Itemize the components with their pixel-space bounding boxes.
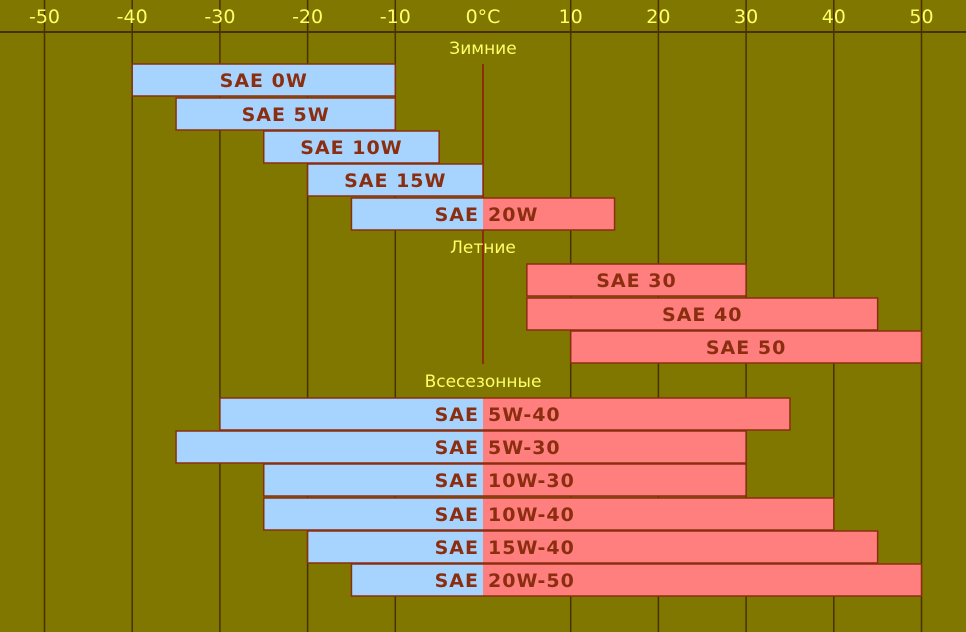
bar-cold-segment bbox=[263, 131, 440, 163]
x-tick-label: -20 bbox=[292, 6, 323, 28]
bar bbox=[350, 197, 616, 231]
bar-warm-segment bbox=[483, 398, 790, 430]
bar-border bbox=[350, 197, 616, 231]
bar-border bbox=[131, 63, 397, 97]
bar-label-prefix: SAE bbox=[435, 537, 479, 559]
bar bbox=[306, 163, 484, 197]
x-axis-ticks: -50 -40 -30 -20 -10 0°C 10 20 30 40 50 bbox=[29, 6, 934, 28]
bar-border bbox=[350, 563, 923, 597]
bar bbox=[526, 297, 879, 331]
bar bbox=[263, 130, 440, 164]
bar-warm-segment bbox=[526, 298, 878, 330]
bar-label-suffix: 5W-40 bbox=[488, 404, 561, 426]
bar-label-prefix: SAE bbox=[435, 404, 479, 426]
bar-label: SAE 0W bbox=[220, 70, 308, 92]
x-tick-label: 20 bbox=[646, 6, 670, 28]
group-heading: Зимние bbox=[449, 39, 516, 59]
bar-labels: Зимние SAE 0W SAE 5W SAE 10W SAE 15W SAE 20W Ле… bbox=[220, 39, 786, 592]
bar-label: SAE 15W bbox=[344, 170, 446, 192]
x-tick-label: 10 bbox=[559, 6, 583, 28]
bar bbox=[131, 63, 397, 97]
bar-cold-segment bbox=[307, 164, 483, 196]
x-tick-label: 40 bbox=[822, 6, 846, 28]
bar-border bbox=[569, 330, 923, 364]
bar-border bbox=[306, 163, 484, 197]
bar-cold-segment bbox=[307, 531, 483, 563]
bar bbox=[263, 463, 747, 497]
bar-border bbox=[306, 530, 879, 564]
bar-warm-segment bbox=[526, 264, 747, 296]
bar-cold-segment bbox=[351, 198, 483, 230]
bar bbox=[219, 397, 791, 431]
x-tick-label: 0°C bbox=[466, 6, 501, 28]
bar-cold-segment bbox=[351, 564, 483, 596]
bar-warm-segment bbox=[483, 498, 834, 530]
bar-label-suffix: 5W-30 bbox=[488, 437, 561, 459]
bar-cold-segment bbox=[132, 64, 396, 96]
bar-label-suffix: 20W bbox=[488, 204, 538, 226]
bar-warm-segment bbox=[483, 464, 747, 496]
x-tick-label: -40 bbox=[117, 6, 148, 28]
bar-label-prefix: SAE bbox=[435, 437, 479, 459]
bar-warm-segment bbox=[483, 431, 747, 463]
bar bbox=[526, 263, 747, 297]
bar-warm-segment bbox=[483, 531, 878, 563]
bar-label-suffix: 15W-40 bbox=[488, 537, 575, 559]
bars bbox=[131, 63, 923, 597]
bar-label: SAE 30 bbox=[596, 270, 676, 292]
x-tick-label: -50 bbox=[29, 6, 60, 28]
bar-border bbox=[263, 130, 440, 164]
bar-label-suffix: 10W-40 bbox=[488, 504, 575, 526]
bar-label: SAE 10W bbox=[300, 137, 402, 159]
bar-label-prefix: SAE bbox=[435, 204, 479, 226]
bar-label: SAE 5W bbox=[242, 104, 330, 126]
bar-cold-segment bbox=[263, 498, 483, 530]
bar-cold-segment bbox=[176, 431, 484, 463]
bar-cold-segment bbox=[219, 398, 483, 430]
x-tick-label: 30 bbox=[734, 6, 758, 28]
bar-border bbox=[526, 297, 879, 331]
x-tick-label: 50 bbox=[909, 6, 933, 28]
group-heading: Летние bbox=[450, 238, 516, 258]
bar-border bbox=[219, 397, 791, 431]
bar-label-prefix: SAE bbox=[435, 470, 479, 492]
group-heading: Всесезонные bbox=[425, 372, 542, 392]
bar bbox=[569, 330, 923, 364]
bar-border bbox=[263, 497, 835, 531]
bar-warm-segment bbox=[570, 331, 922, 363]
bar bbox=[175, 430, 747, 464]
bar-border bbox=[175, 97, 397, 131]
bar-border bbox=[526, 263, 747, 297]
bar-label-suffix: 10W-30 bbox=[488, 470, 575, 492]
bar-warm-segment bbox=[483, 198, 615, 230]
bar-label-prefix: SAE bbox=[435, 504, 479, 526]
bar bbox=[263, 497, 835, 531]
bar bbox=[175, 97, 397, 131]
bar bbox=[306, 530, 879, 564]
bar-cold-segment bbox=[176, 98, 396, 130]
bar-label-prefix: SAE bbox=[435, 570, 479, 592]
x-tick-label: -30 bbox=[204, 6, 235, 28]
bar-cold-segment bbox=[263, 464, 483, 496]
x-tick-label: -10 bbox=[380, 6, 411, 28]
bar bbox=[350, 563, 923, 597]
bar-label: SAE 40 bbox=[662, 304, 742, 326]
bar-label: SAE 50 bbox=[706, 337, 786, 359]
bar-label-suffix: 20W-50 bbox=[488, 570, 575, 592]
bar-border bbox=[175, 430, 747, 464]
bar-border bbox=[263, 463, 747, 497]
bar-warm-segment bbox=[483, 564, 922, 596]
